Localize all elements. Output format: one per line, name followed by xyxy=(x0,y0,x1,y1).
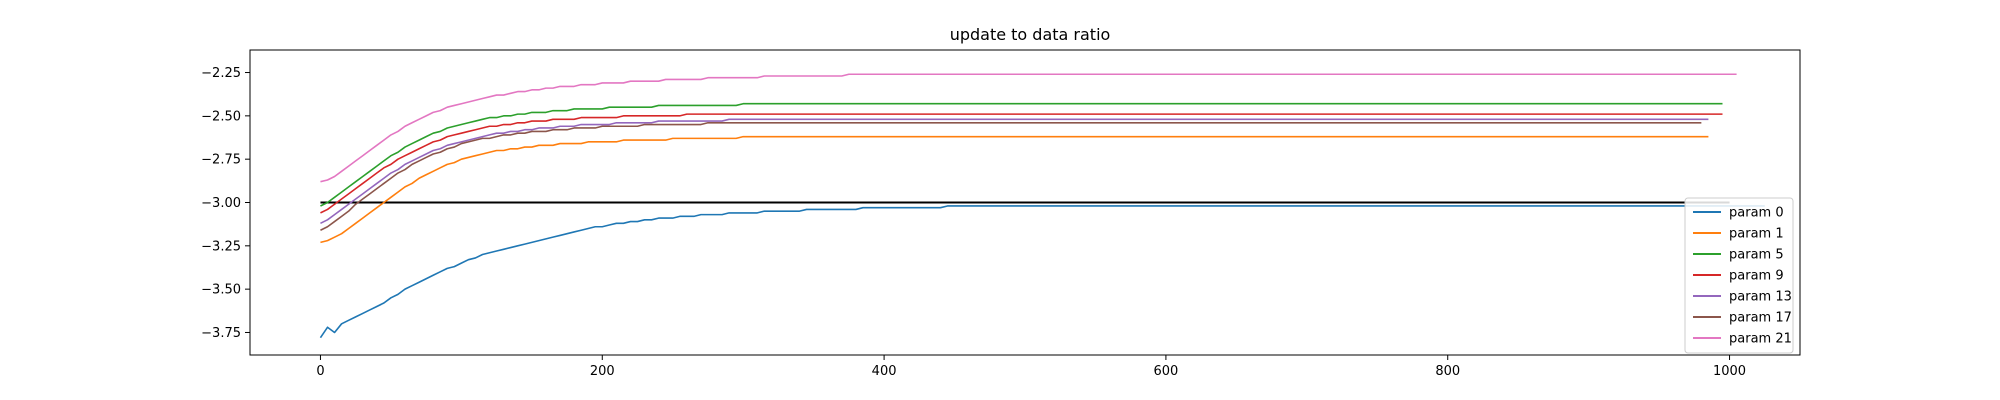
x-tick-label: 600 xyxy=(1153,364,1178,379)
legend-label: param 17 xyxy=(1729,311,1792,326)
y-tick-label: −2.25 xyxy=(201,66,241,81)
y-tick-label: −3.75 xyxy=(201,326,241,341)
axes: 0 200 400 600 800 1000 −3.75 −3.50 −3.25 −3.00 −2.… xyxy=(201,49,1801,379)
y-tick-label: −2.75 xyxy=(201,153,241,168)
series-line-param-5 xyxy=(320,102,1723,207)
legend: param 0 param 1 param 5 param 9 param 13 para… xyxy=(1684,197,1794,354)
legend-label: param 0 xyxy=(1729,206,1784,221)
series-line-param-17 xyxy=(320,121,1702,231)
chart-title: update to data ratio xyxy=(950,25,1111,44)
y-tick-label: −2.50 xyxy=(201,109,241,124)
legend-label: param 21 xyxy=(1729,332,1792,347)
legend-label: param 5 xyxy=(1729,248,1784,263)
x-tick-label: 1000 xyxy=(1713,364,1746,379)
series-line-param-21 xyxy=(320,73,1737,183)
series-line-param-9 xyxy=(320,113,1723,214)
x-tick-label: 400 xyxy=(872,364,897,379)
series-line-param-1 xyxy=(320,135,1709,244)
y-tick-label: −3.00 xyxy=(201,196,241,211)
series-lines xyxy=(319,73,1765,339)
series-line-param-0 xyxy=(319,205,1765,339)
y-tick-label: −3.25 xyxy=(201,239,241,254)
x-tick-label: 800 xyxy=(1435,364,1460,379)
series-line-param-13 xyxy=(320,118,1709,225)
legend-label: param 1 xyxy=(1729,227,1784,242)
x-tick-label: 0 xyxy=(316,364,324,379)
x-tick-label: 200 xyxy=(590,364,615,379)
y-tick-label: −3.50 xyxy=(201,283,241,298)
legend-box xyxy=(1684,197,1794,354)
legend-label: param 9 xyxy=(1729,269,1784,284)
legend-label: param 13 xyxy=(1729,290,1792,305)
